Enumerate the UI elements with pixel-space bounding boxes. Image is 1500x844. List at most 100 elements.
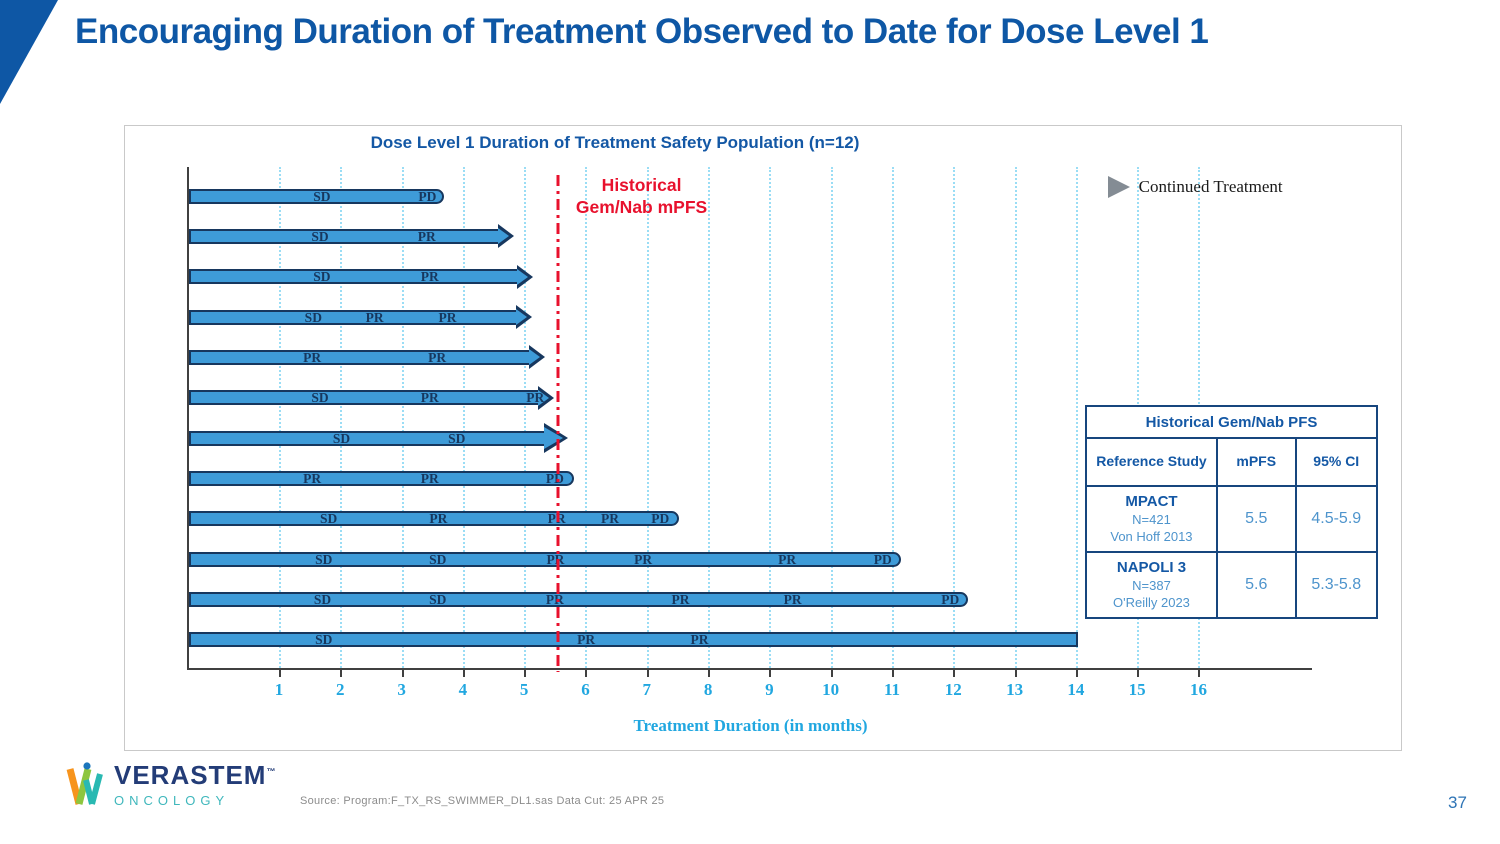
gridline <box>891 167 894 668</box>
reference-study-cell: MPACT N=421 Von Hoff 2013 <box>1085 485 1218 553</box>
x-axis-title: Treatment Duration (in months) <box>633 716 868 735</box>
x-axis-tick-label: 3 <box>397 680 406 699</box>
source-note: Source: Program:F_TX_RS_SWIMMER_DL1.sas … <box>300 795 665 807</box>
table-title: Historical Gem/Nab PFS <box>1085 405 1378 439</box>
ci-value: 4.5-5.9 <box>1294 485 1378 553</box>
reference-line <box>556 175 560 672</box>
swimmer-bar-row: SD PD <box>189 188 1312 204</box>
gridline <box>401 167 404 668</box>
mpfs-value: 5.6 <box>1215 551 1297 619</box>
x-axis-tick <box>953 668 956 677</box>
x-axis-tick-label: 5 <box>519 680 529 699</box>
x-axis-tick <box>646 668 649 677</box>
column-header-mpfs: mPFS <box>1215 437 1297 487</box>
response-label-sd: SD <box>311 390 329 406</box>
gridline <box>830 167 833 668</box>
x-axis-tick-label: 6 <box>581 680 590 699</box>
continued-treatment-arrowhead-fill <box>544 427 564 450</box>
x-axis-tick-label: 15 <box>1128 680 1146 699</box>
verastem-logo: VERASTEM™ ONCOLOGY <box>64 760 276 808</box>
response-label-sd: SD <box>448 430 466 446</box>
gridline <box>524 167 527 668</box>
x-axis-tick <box>891 668 894 677</box>
response-label-pd: PD <box>545 471 564 487</box>
swimmer-bar-row: SD PR PR <box>189 632 1312 648</box>
gridline <box>769 167 772 668</box>
x-axis-tick <box>278 668 281 677</box>
x-axis-tick <box>524 668 527 677</box>
table-row: MPACT N=421 Von Hoff 2013 5.5 4.5-5.9 <box>1085 485 1378 553</box>
response-label-pr: PR <box>428 349 447 365</box>
legend: Continued Treatment <box>1107 176 1283 198</box>
page-number: 37 <box>1448 793 1467 812</box>
response-label-pr: PR <box>577 632 596 648</box>
continued-treatment-arrowhead-fill <box>516 309 528 326</box>
response-label-sd: SD <box>313 188 331 204</box>
x-axis-tick-label: 7 <box>642 680 652 699</box>
response-label-pd: PD <box>651 511 670 527</box>
reference-line-label: Historical Gem/Nab mPFS <box>575 175 708 217</box>
slide-title: Encouraging Duration of Treatment Observ… <box>75 12 1209 51</box>
swimmer-bar <box>189 228 502 244</box>
swimmer-bar-row: SD PR PR <box>189 305 1312 330</box>
response-label-pr: PR <box>417 228 436 244</box>
response-label-pr: PR <box>783 592 802 608</box>
logo-text: VERASTEM™ ONCOLOGY <box>114 762 276 808</box>
study-name: NAPOLI 3 <box>1116 559 1187 577</box>
gridline <box>1075 167 1078 668</box>
response-label-pr: PR <box>601 511 619 527</box>
response-label-pr: PR <box>526 390 545 406</box>
response-label-pd: PD <box>873 551 892 567</box>
continued-treatment-arrowhead-fill <box>529 349 541 366</box>
x-axis-tick <box>1198 668 1201 677</box>
gridline <box>708 167 711 668</box>
study-ref: Von Hoff 2013 <box>1110 528 1193 544</box>
gridline <box>1014 167 1017 668</box>
response-label-sd: SD <box>313 269 331 285</box>
response-label-sd: SD <box>315 632 333 648</box>
x-axis-tick <box>830 668 833 677</box>
response-label-sd: SD <box>315 551 333 567</box>
column-header-ci: 95% CI <box>1294 437 1378 487</box>
historical-pfs-table: Historical Gem/Nab PFS Reference Study m… <box>1085 405 1378 619</box>
x-axis-tick-label: 8 <box>703 680 713 699</box>
response-label-pr: PR <box>438 309 457 325</box>
swimmer-bar <box>189 390 542 406</box>
response-label-pr: PR <box>303 471 322 487</box>
x-axis-tick-label: 2 <box>336 680 345 699</box>
trademark-symbol: ™ <box>266 766 277 777</box>
x-axis-tick <box>769 668 772 677</box>
corner-ribbon-decoration <box>0 0 58 104</box>
swimmer-bar <box>189 471 575 487</box>
swimmer-bar-row: SD SD PR PR PR PD <box>189 551 1312 567</box>
table-header-row: Reference Study mPFS 95% CI <box>1085 437 1378 487</box>
swimmer-bar-row: SD SD <box>189 423 1312 454</box>
x-axis-tick-label: 13 <box>1006 680 1024 699</box>
response-label-sd: SD <box>332 430 351 446</box>
response-label-pr: PR <box>545 592 564 608</box>
gridline <box>278 167 281 668</box>
logo-division: ONCOLOGY <box>114 793 230 808</box>
response-label-sd: SD <box>311 228 329 244</box>
swimmer-bar <box>189 551 901 567</box>
response-label-pr: PR <box>420 471 439 487</box>
study-ref: O'Reilly 2023 <box>1113 594 1190 610</box>
gridline <box>585 167 588 668</box>
x-axis-tick <box>585 668 588 677</box>
x-axis-tick-label: 4 <box>458 680 468 699</box>
swimmer-bar-row: SD PR <box>189 264 1312 289</box>
gridline <box>462 167 465 668</box>
response-label-pr: PR <box>429 511 448 527</box>
response-label-pr: PR <box>778 551 797 567</box>
response-label-sd: SD <box>319 511 338 527</box>
swimmer-bar-row: PR PR <box>189 345 1312 370</box>
x-axis-tick-label: 10 <box>822 680 840 699</box>
continued-treatment-arrowhead-fill <box>537 389 549 406</box>
x-axis-tick <box>1137 668 1140 677</box>
response-label-pr: PR <box>671 592 690 608</box>
response-label-pd: PD <box>418 188 437 204</box>
response-label-pr: PR <box>690 632 709 648</box>
legend-label: Continued Treatment <box>1138 177 1283 196</box>
study-name: MPACT <box>1125 493 1178 511</box>
